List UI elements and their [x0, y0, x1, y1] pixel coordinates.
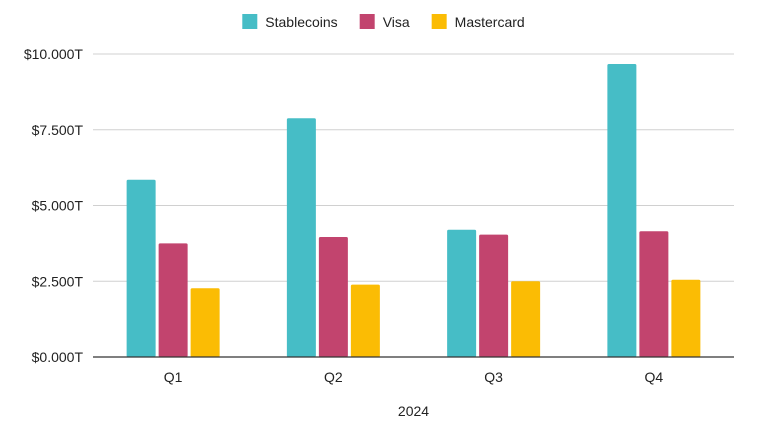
- y-axis-tick-labels: $0.000T $2.500T $5.000T $7.500T $10.000T: [24, 46, 84, 365]
- bar-stablecoins-q2: [286, 118, 316, 358]
- bar-visa-q3: [479, 234, 509, 357]
- bar-stablecoins-q1: [126, 179, 156, 357]
- x-tick-label: Q4: [645, 369, 664, 385]
- x-tick-label: Q2: [324, 369, 343, 385]
- legend-label: Mastercard: [455, 14, 525, 30]
- bar-visa-q4: [639, 231, 669, 357]
- bar-stablecoins-q3: [447, 229, 477, 357]
- legend-label: Stablecoins: [265, 14, 337, 30]
- legend-swatch-stablecoins: [242, 14, 258, 29]
- y-tick-label: $0.000T: [32, 349, 84, 365]
- legend-label: Visa: [383, 14, 410, 30]
- x-axis-title: 2024: [398, 403, 429, 419]
- bar-mastercard-q1: [190, 288, 220, 357]
- bar-visa-q2: [318, 237, 348, 357]
- bar-stablecoins-q4: [607, 63, 637, 358]
- bars: [126, 63, 701, 358]
- legend-swatch-visa: [359, 14, 375, 29]
- x-axis-tick-labels: Q1 Q2 Q3 Q4: [164, 369, 664, 385]
- legend: Stablecoins Visa Mastercard: [242, 14, 525, 30]
- bar-mastercard-q4: [671, 279, 701, 357]
- y-tick-label: $5.000T: [32, 198, 84, 214]
- gridlines: [93, 53, 734, 282]
- x-tick-label: Q1: [164, 369, 183, 385]
- y-tick-label: $7.500T: [32, 122, 84, 138]
- bar-mastercard-q3: [511, 281, 541, 357]
- x-tick-label: Q3: [484, 369, 503, 385]
- y-tick-label: $10.000T: [24, 46, 84, 62]
- y-tick-label: $2.500T: [32, 273, 84, 289]
- bar-visa-q1: [158, 243, 188, 357]
- bar-mastercard-q2: [350, 284, 380, 357]
- legend-swatch-mastercard: [431, 14, 447, 29]
